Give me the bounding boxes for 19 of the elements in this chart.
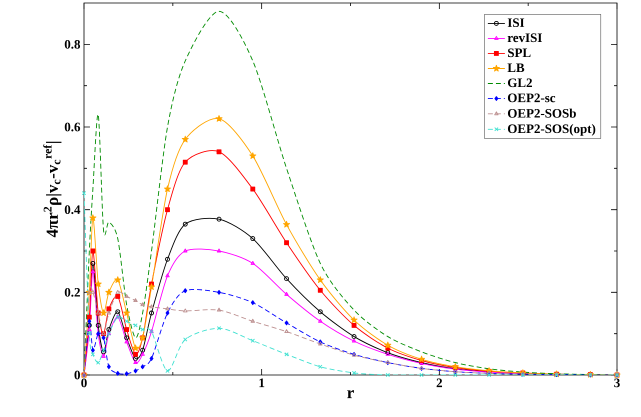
y-tick-label: 0.8 [64, 40, 80, 49]
x-tick-label: 3 [614, 378, 620, 388]
x-tick-label: 0 [81, 378, 87, 388]
legend-label: OEP2-SOS(opt) [508, 124, 596, 136]
y-axis-title: 4πr$^{2}$ρ|v$_{c}$-v$_{c}$$^{ref}$| [43, 142, 62, 238]
legend-label: revISI [508, 33, 542, 42]
y-tick-label: 0.2 [64, 288, 80, 297]
y-tick-label: 0.4 [64, 205, 80, 214]
legend-label: LB [508, 64, 524, 72]
legend-label: OEP2-sc [508, 94, 556, 102]
y-tick-label: 0 [74, 370, 80, 380]
x-tick-label: 1 [259, 378, 264, 388]
legend-label: OEP2-SOSb [508, 108, 576, 118]
x-tick-label: 2 [436, 378, 442, 388]
y-tick-label: 0.6 [64, 122, 80, 132]
legend-label: ISI [508, 18, 524, 28]
legend-label: GL2 [508, 78, 532, 88]
legend-label: SPL [508, 48, 531, 58]
x-axis-title: r [347, 390, 354, 398]
